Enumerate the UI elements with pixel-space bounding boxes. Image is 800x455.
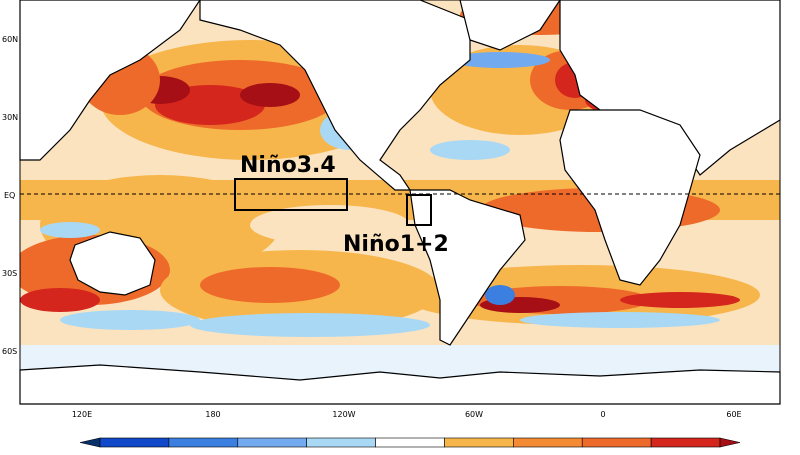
landmasses [19,0,781,405]
africa [559,109,701,286]
lon-label: 0 [600,410,605,419]
map-frame [19,0,781,405]
lon-label: 120W [332,410,355,419]
colorbar-segment [444,437,514,448]
east-asia [19,0,201,161]
lat-label: EQ [4,191,15,200]
australia [69,231,156,296]
greenland [459,0,561,51]
lon-labels: 120E 180 120W 60W 0 60E [72,410,742,419]
lon-label: 120E [72,410,92,419]
nino12-label: Niño1+2 [343,232,449,257]
lon-label: 60E [726,410,741,419]
colorbar-segment [306,437,376,448]
lat-label: 30N [2,113,18,122]
nino34-label: Niño3.4 [240,153,336,178]
south-america [409,189,526,346]
colorbar-segment [99,437,170,448]
colorbar-segment [581,437,652,448]
lat-labels: 60N 30N EQ 30S 60S [2,35,18,356]
lat-label: 30S [2,269,17,278]
colorbar-segment [375,437,445,448]
colorbar-segment [513,437,583,448]
lon-label: 180 [205,410,220,419]
nino34-box [234,178,348,211]
colorbar-arrow-right [719,437,741,448]
lon-label: 60W [465,410,483,419]
nino12-box [406,194,432,226]
colorbar-segment [168,437,239,448]
lat-label: 60S [2,347,17,356]
colorbar-segment [650,437,721,448]
lat-label: 60N [2,35,18,44]
colorbar-segment [237,437,307,448]
colorbar [79,437,741,448]
colorbar-arrow-left [79,437,101,448]
